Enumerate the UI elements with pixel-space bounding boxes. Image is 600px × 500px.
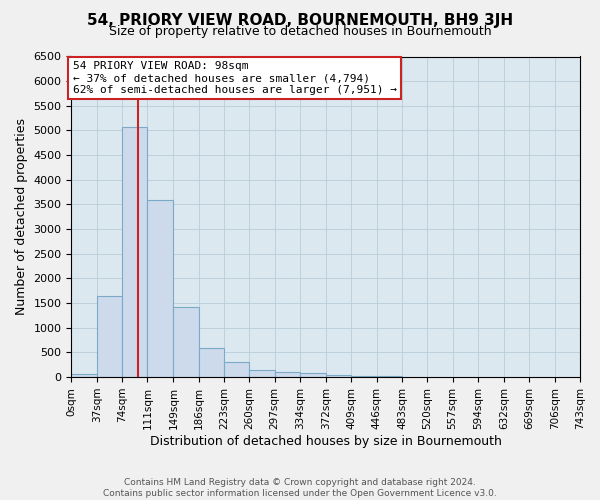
- Bar: [300, 373, 326, 377]
- X-axis label: Distribution of detached houses by size in Bournemouth: Distribution of detached houses by size …: [150, 434, 502, 448]
- Bar: [122, 126, 148, 377]
- Bar: [250, 370, 275, 377]
- Bar: [97, 296, 122, 377]
- Bar: [377, 376, 402, 377]
- Bar: [326, 374, 352, 377]
- Bar: [71, 374, 97, 377]
- Bar: [199, 348, 224, 377]
- Text: Size of property relative to detached houses in Bournemouth: Size of property relative to detached ho…: [109, 25, 491, 38]
- Text: 54 PRIORY VIEW ROAD: 98sqm
← 37% of detached houses are smaller (4,794)
62% of s: 54 PRIORY VIEW ROAD: 98sqm ← 37% of deta…: [73, 62, 397, 94]
- Bar: [352, 376, 377, 377]
- Bar: [275, 372, 300, 377]
- Text: Contains HM Land Registry data © Crown copyright and database right 2024.
Contai: Contains HM Land Registry data © Crown c…: [103, 478, 497, 498]
- Bar: [224, 362, 250, 377]
- Bar: [148, 200, 173, 377]
- Bar: [173, 307, 199, 377]
- Text: 54, PRIORY VIEW ROAD, BOURNEMOUTH, BH9 3JH: 54, PRIORY VIEW ROAD, BOURNEMOUTH, BH9 3…: [87, 12, 513, 28]
- Y-axis label: Number of detached properties: Number of detached properties: [15, 118, 28, 316]
